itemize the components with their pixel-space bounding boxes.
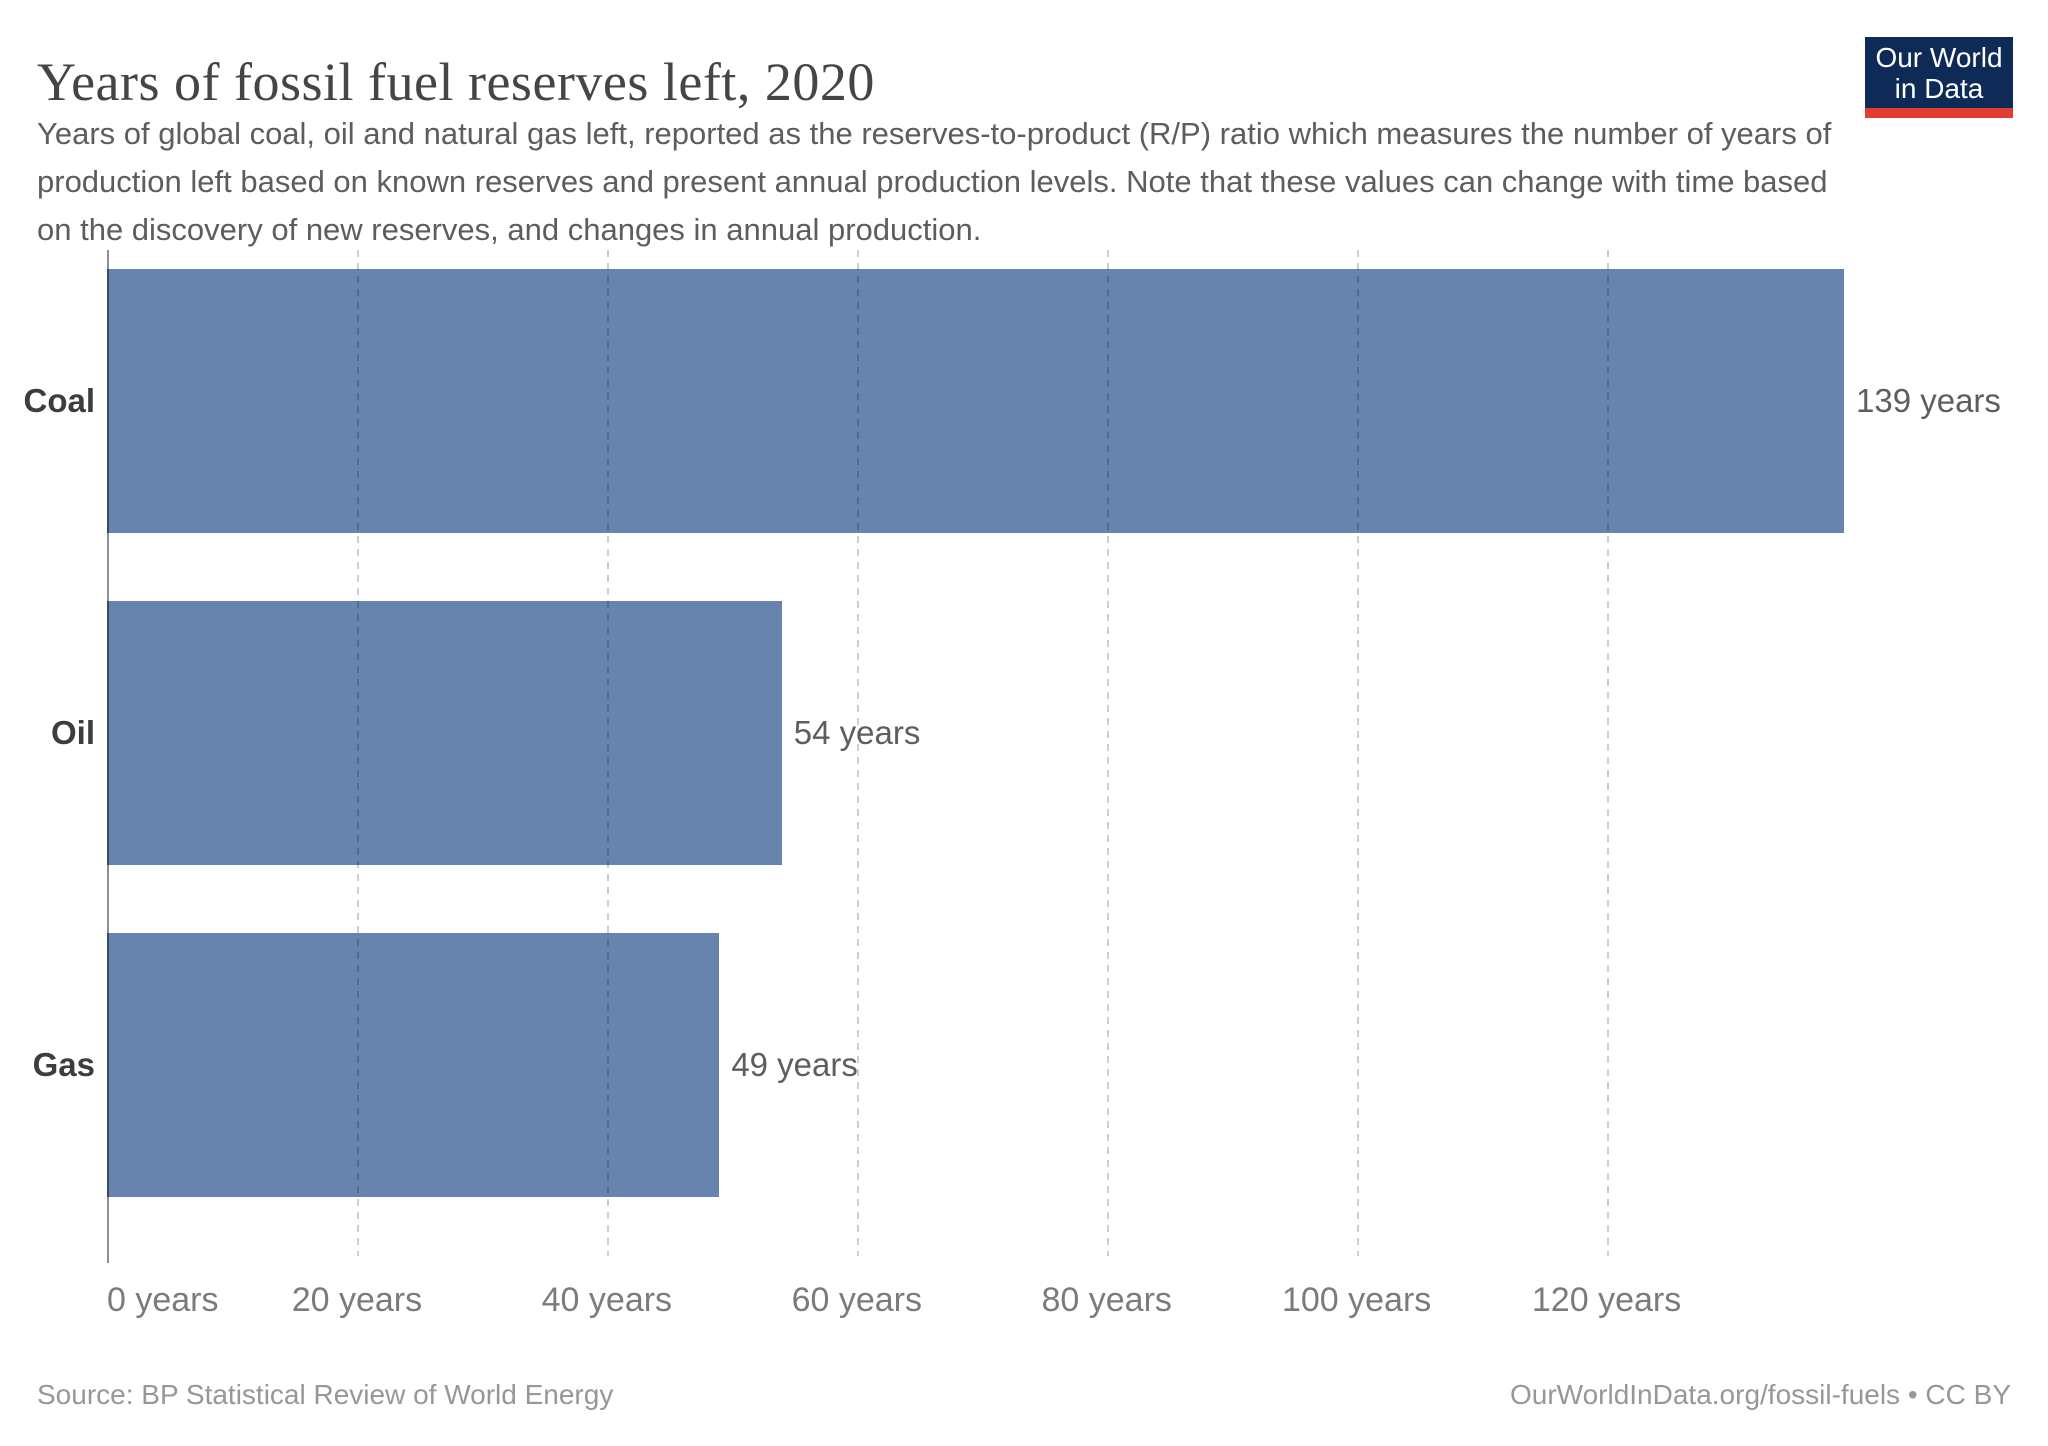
source-note: Source: BP Statistical Review of World E… (37, 1379, 614, 1410)
x-tick-label-60: 60 years (791, 1281, 922, 1319)
owid-logo-box: Our World in Data (1865, 37, 2013, 108)
gridline-40 (606, 250, 609, 1256)
row-label-oil: Oil (50, 714, 95, 751)
footer-link[interactable]: OurWorldInData.org/fossil-fuels • CC BY (1509, 1379, 2011, 1410)
value-label-oil: 54 years (793, 714, 921, 751)
bar-coal[interactable] (107, 269, 1844, 533)
gridline-60 (856, 250, 859, 1256)
gridline-80 (1106, 250, 1109, 1256)
owid-logo-line1: Our World (1875, 42, 2003, 73)
x-tick-label-40: 40 years (541, 1281, 673, 1319)
owid-logo-line2: in Data (1894, 73, 1984, 104)
gridline-120 (1606, 250, 1609, 1256)
x-tick-label-0: 0 years (107, 1281, 219, 1319)
row-label-gas: Gas (32, 1046, 95, 1083)
chart-subtitle: Years of global coal, oil and natural ga… (37, 116, 1832, 247)
bar-oil[interactable] (107, 601, 782, 865)
x-tick-label-100: 100 years (1281, 1281, 1432, 1319)
x-tick-label-120: 120 years (1531, 1281, 1682, 1319)
chart-title: Years of fossil fuel reserves left, 2020 (37, 52, 875, 112)
gridline-20 (356, 250, 359, 1256)
x-tick-label-80: 80 years (1041, 1281, 1172, 1319)
row-label-coal: Coal (23, 382, 95, 419)
value-label-gas: 49 years (731, 1046, 858, 1083)
value-label-coal: 139 years (1856, 382, 2001, 419)
bar-gas[interactable] (107, 933, 720, 1197)
gridline-100 (1356, 250, 1359, 1256)
owid-logo[interactable]: Our World in Data (1865, 37, 2013, 118)
y-axis-line (107, 250, 109, 1263)
owid-logo-accent (1865, 108, 2013, 118)
x-tick-label-20: 20 years (291, 1281, 423, 1319)
